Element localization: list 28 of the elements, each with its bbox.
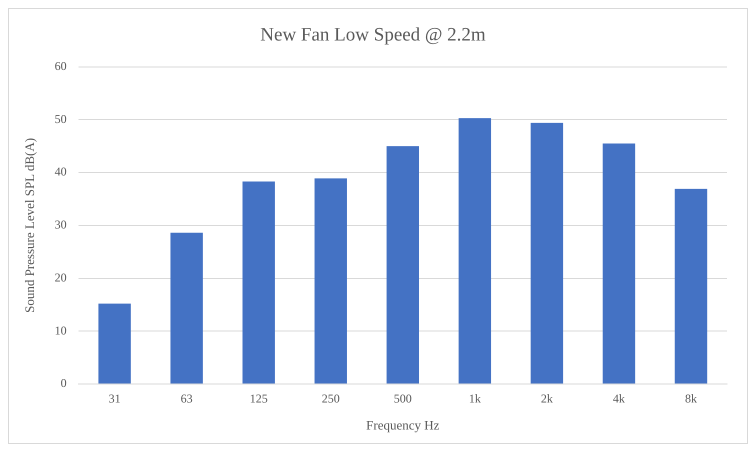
bar [674,188,708,384]
y-tick-label: 30 [54,218,67,232]
y-tick-label: 20 [54,270,67,284]
x-tick-label: 125 [250,391,268,406]
y-tick-label: 10 [54,323,67,338]
y-tick-label: 0 [60,376,67,390]
x-tick-label: 8k [684,391,697,406]
y-tick-label: 40 [54,164,67,179]
bar [386,146,420,384]
x-tick-label: 250 [322,391,340,406]
bar [530,122,564,384]
x-tick-label: 63 [180,391,193,406]
y-tick-label: 60 [54,58,67,73]
x-axis-title: Frequency Hz [366,418,440,433]
chart-title: New Fan Low Speed @ 2.2m [260,24,486,46]
x-tick-label: 1k [468,391,481,406]
x-tick-label: 31 [108,391,121,406]
bar [458,118,492,384]
y-axis-title: Sound Pressure Level SPL dB(A) [22,138,38,313]
bar [314,178,347,384]
bar [170,232,203,384]
x-tick-label: 2k [540,391,553,406]
y-tick-label: 50 [54,112,67,126]
bar [98,304,131,384]
x-tick-label: 500 [394,391,412,406]
x-tick-label: 4k [612,391,625,406]
bar [242,182,275,384]
bar [602,143,636,384]
